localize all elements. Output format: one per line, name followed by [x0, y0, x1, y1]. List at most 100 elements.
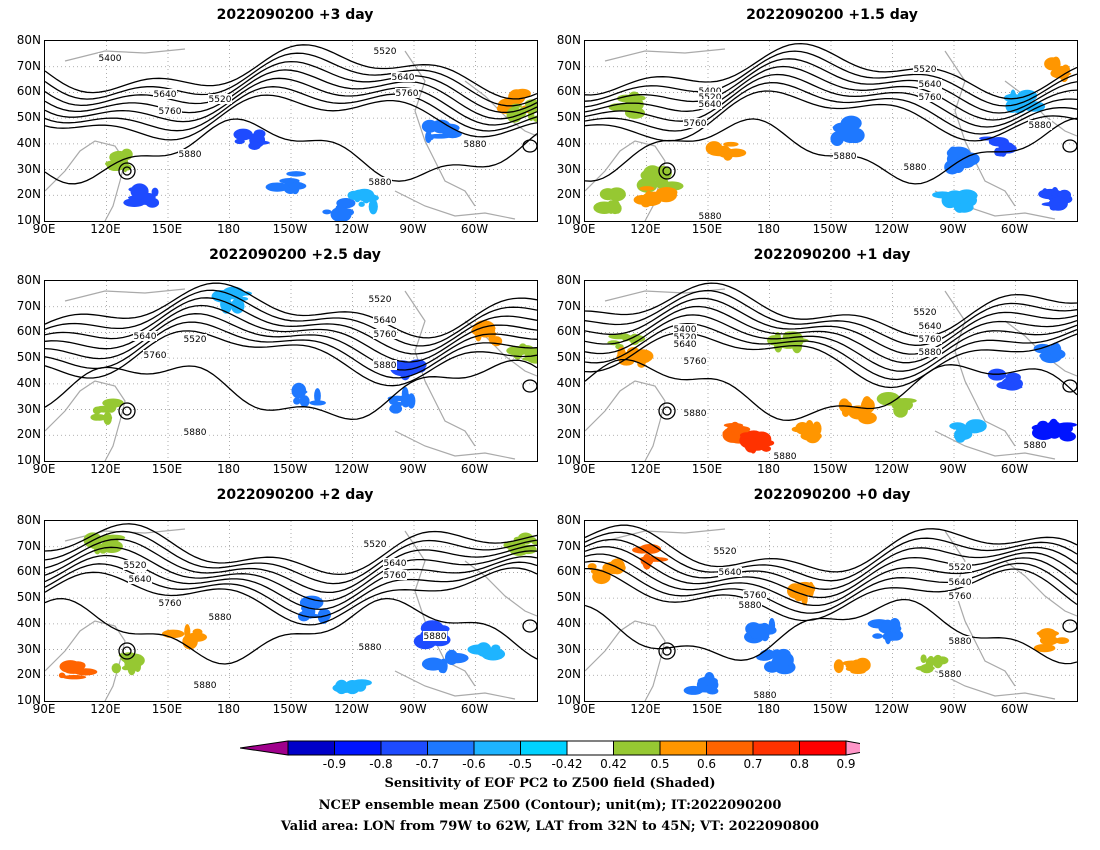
sensitivity-shading — [293, 397, 301, 405]
contour-label-bg — [158, 598, 182, 608]
sensitivity-shading — [965, 419, 985, 434]
sensitivity-shading — [893, 404, 907, 410]
contour-label: 5520 — [914, 308, 937, 318]
sensitivity-shading — [123, 198, 146, 207]
sensitivity-shading — [947, 146, 959, 162]
contour-label: 5520 — [949, 563, 972, 573]
z500-contour — [1062, 619, 1077, 633]
sensitivity-shading — [1051, 56, 1061, 72]
z500-contour — [658, 162, 676, 180]
contour-label: 5640 — [392, 73, 415, 83]
contour-label: 5520 — [364, 540, 387, 550]
coastline — [585, 620, 666, 701]
sensitivity-shading — [161, 629, 185, 639]
contour-label-bg — [698, 99, 722, 109]
colorbar-bin — [427, 740, 475, 756]
contour-label-bg — [683, 356, 707, 366]
z500-contour — [45, 297, 537, 355]
lon-label: 90E — [572, 702, 596, 716]
z500-contour — [45, 86, 537, 132]
contour-label: 5760 — [684, 119, 707, 129]
contour-label: 5760 — [374, 330, 397, 340]
sensitivity-shading — [1033, 643, 1056, 653]
contour-label-bg — [698, 92, 722, 102]
sensitivity-shading — [1049, 342, 1062, 359]
colorbar-bin — [473, 740, 521, 756]
sensitivity-shading — [750, 623, 761, 639]
sensitivity-shading — [1059, 431, 1076, 442]
contour-label-bg — [123, 560, 147, 570]
colorbar-arrow-high — [845, 740, 860, 756]
lat-label: 60N — [556, 324, 581, 339]
contour-label-bg — [208, 94, 232, 104]
z500-contour — [585, 117, 1077, 185]
sensitivity-shading — [949, 422, 966, 430]
contour-label: 5640 — [919, 322, 942, 332]
lat-label: 40N — [16, 375, 41, 390]
contour-label: 5880 — [774, 452, 797, 461]
map-frame: 5400 5640 5520 5760 5880 5880 5880 5520 5640 5760 — [44, 40, 538, 222]
sensitivity-shading — [722, 429, 732, 436]
sensitivity-shading — [592, 569, 611, 585]
sensitivity-shading — [330, 206, 352, 221]
z500-contour — [585, 531, 1077, 582]
coastline — [464, 560, 537, 617]
z500-contour — [122, 646, 132, 656]
contour-label: 5640 — [919, 80, 942, 90]
lat-label: 50N — [556, 350, 581, 365]
lat-label: 80N — [556, 513, 581, 527]
contour-label: 5520 — [374, 47, 397, 57]
contour-label-bg — [683, 118, 707, 128]
map-frame: 5520 5640 5760 5640 5520 5760 5880 5880 — [44, 280, 538, 462]
coastline — [45, 140, 126, 221]
lat-label: 70N — [16, 538, 41, 553]
z500-contour — [45, 52, 537, 107]
coastline — [464, 80, 537, 137]
contour-label-bg — [133, 331, 157, 341]
contour-label-bg — [918, 347, 942, 357]
z500-contour — [1062, 379, 1077, 393]
colorbar-tick-label: -0.5 — [508, 757, 533, 771]
lon-label: 120E — [90, 222, 121, 236]
z500-contour — [45, 597, 537, 665]
z500-contour — [585, 538, 1077, 590]
contour-label-bg — [368, 294, 392, 304]
lat-label: 80N — [16, 273, 41, 287]
sensitivity-shading — [626, 347, 640, 358]
colorbar-tick-label: -0.7 — [415, 757, 440, 771]
sensitivity-shading — [228, 290, 249, 297]
sensitivity-shading — [609, 558, 625, 575]
contour-label-bg — [833, 151, 857, 161]
coastline — [604, 528, 726, 542]
lon-label: 150W — [812, 222, 848, 236]
z500-contour — [585, 546, 1077, 599]
colorbar-bin — [566, 740, 614, 756]
sensitivity-shading — [807, 581, 815, 598]
z500-contour — [585, 58, 1077, 114]
colorbar-bin — [752, 740, 800, 756]
lat-label: 80N — [16, 513, 41, 527]
lon-label: 120W — [334, 222, 369, 236]
contour-label: 5880 — [834, 152, 857, 162]
lat-label: 30N — [16, 401, 41, 416]
sensitivity-shading — [421, 657, 445, 671]
sensitivity-shading — [842, 660, 862, 666]
coastline — [394, 430, 516, 460]
contour-label: 5880 — [919, 348, 942, 358]
lat-label: 70N — [16, 58, 41, 73]
lon-label: 180 — [217, 702, 240, 716]
z500-contour — [585, 358, 1077, 421]
lon-label: 150E — [691, 222, 723, 236]
sensitivity-shading — [102, 398, 124, 408]
z500-contour — [45, 530, 537, 585]
lon-label: 120E — [90, 702, 121, 716]
z500-contour — [585, 42, 1077, 100]
z500-contour — [585, 331, 1077, 389]
coastline — [934, 430, 1056, 460]
z500-contour — [585, 567, 1077, 622]
lat-label: 40N — [16, 615, 41, 630]
colorbar — [240, 740, 860, 756]
lon-label: 90W — [399, 702, 427, 716]
sensitivity-shading — [286, 171, 306, 177]
lon-label: 150E — [151, 702, 183, 716]
